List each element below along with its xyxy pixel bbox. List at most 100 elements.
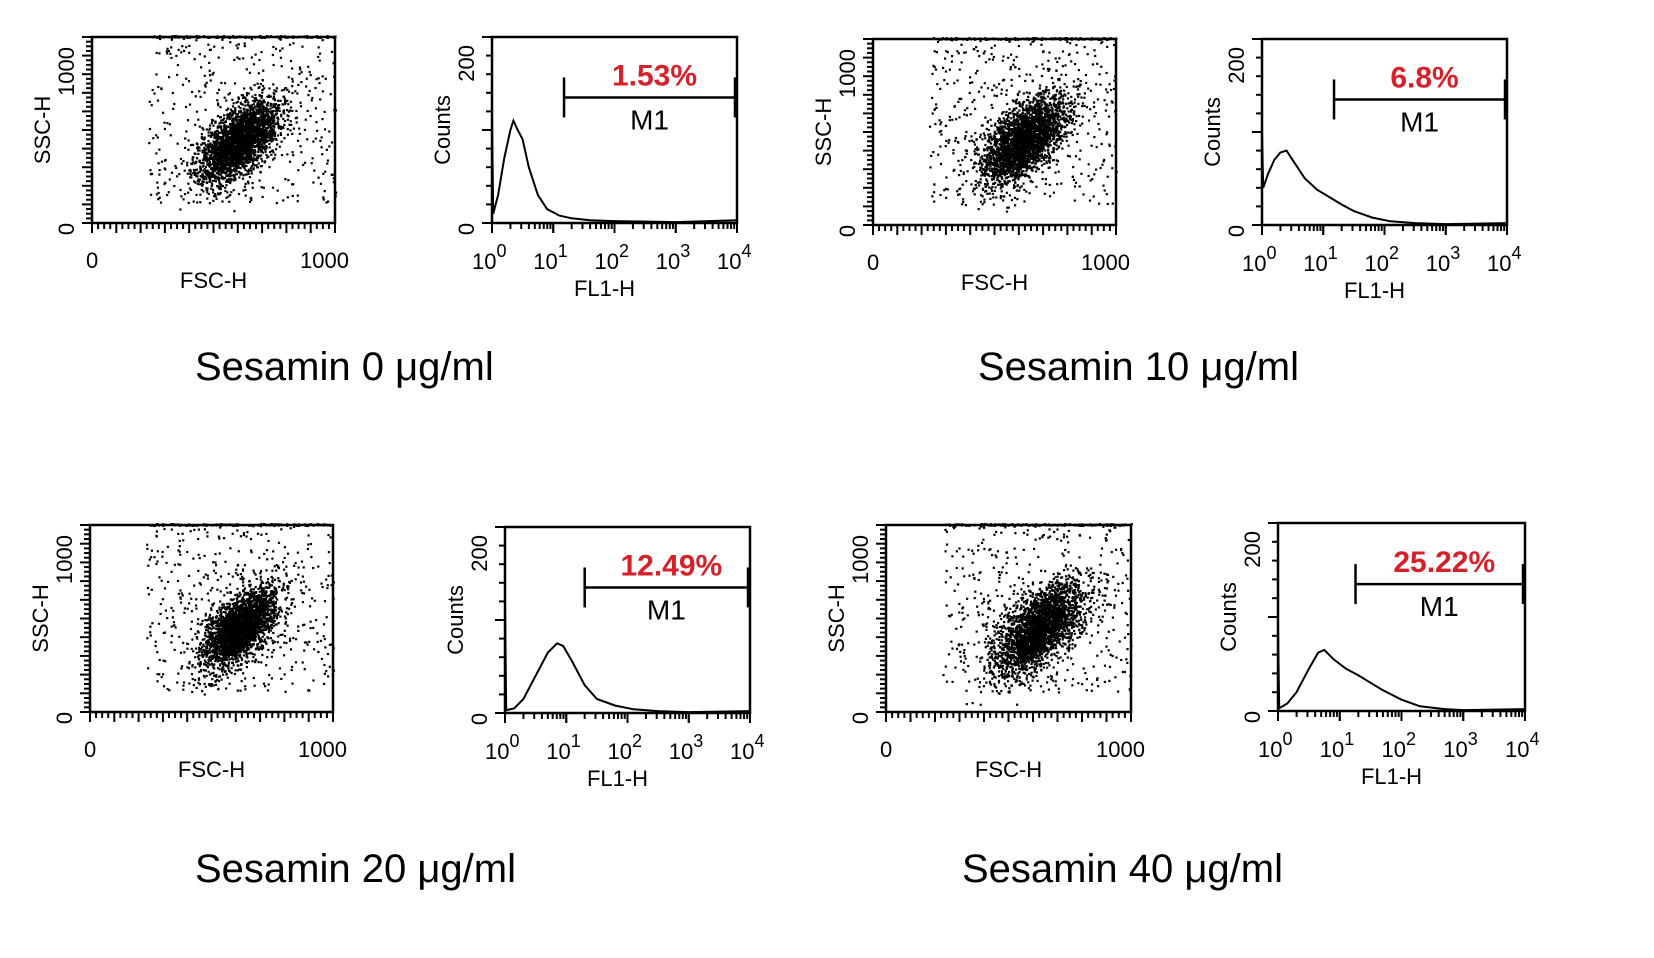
scatter-point bbox=[213, 154, 216, 157]
scatter-point bbox=[266, 113, 269, 116]
scatter-point bbox=[323, 110, 326, 113]
scatter-point bbox=[286, 196, 289, 199]
scatter-point bbox=[1055, 103, 1058, 106]
scatter-point bbox=[188, 51, 191, 54]
scatter-point bbox=[1021, 166, 1024, 169]
scatter-point bbox=[1014, 171, 1017, 174]
scatter-point bbox=[229, 122, 232, 126]
scatter-point bbox=[174, 164, 177, 168]
scatter-point bbox=[200, 188, 203, 191]
scatter-point bbox=[239, 142, 242, 146]
scatter-point bbox=[312, 181, 315, 184]
scatter-point bbox=[200, 176, 204, 179]
scatter-point bbox=[1019, 166, 1022, 169]
scatter-point bbox=[226, 140, 229, 143]
scatter-point bbox=[226, 135, 229, 138]
scatter-point bbox=[211, 169, 214, 172]
scatter-point bbox=[1031, 131, 1034, 134]
scatter-point bbox=[199, 167, 202, 170]
scatter-point bbox=[194, 123, 197, 126]
scatter-point bbox=[223, 129, 226, 132]
scatter-point bbox=[260, 96, 263, 99]
scatter-point bbox=[979, 156, 982, 159]
scatter-point bbox=[249, 196, 252, 200]
scatter-point bbox=[219, 162, 222, 165]
scatter-point bbox=[156, 181, 159, 184]
scatter-point bbox=[276, 189, 279, 192]
scatter-point bbox=[274, 153, 277, 156]
scatter-point bbox=[258, 58, 261, 62]
scatter-point bbox=[207, 143, 210, 146]
scatter-point bbox=[245, 68, 248, 71]
scatter-point bbox=[217, 147, 220, 150]
scatter-point bbox=[284, 87, 287, 90]
scatter-point bbox=[311, 157, 314, 160]
scatter-point bbox=[239, 159, 242, 162]
scatter-point bbox=[169, 134, 172, 137]
scatter-point bbox=[244, 119, 247, 122]
scatter-point bbox=[230, 191, 233, 194]
scatter-point bbox=[262, 141, 265, 144]
scatter-point bbox=[237, 166, 240, 169]
scatter-point bbox=[986, 192, 989, 195]
scatter-point bbox=[217, 185, 220, 188]
scatter-point bbox=[239, 161, 242, 164]
scatter-point bbox=[256, 129, 259, 133]
scatter-point bbox=[223, 154, 226, 157]
scatter-point bbox=[215, 197, 218, 200]
scatter-point bbox=[265, 136, 268, 139]
scatter-point bbox=[268, 118, 271, 121]
scatter-point bbox=[263, 123, 266, 126]
scatter-point bbox=[994, 142, 997, 145]
scatter-point bbox=[235, 113, 238, 116]
scatter-point bbox=[269, 111, 273, 115]
scatter-point bbox=[171, 91, 174, 95]
scatter-point bbox=[299, 105, 303, 108]
scatter-point bbox=[298, 72, 301, 75]
scatter-point bbox=[184, 137, 187, 140]
scatter-point bbox=[263, 135, 266, 138]
scatter-point bbox=[274, 99, 277, 102]
scatter-point bbox=[208, 74, 212, 77]
scatter-point bbox=[234, 178, 237, 181]
scatter-point bbox=[194, 95, 197, 98]
scatter-point bbox=[188, 187, 191, 190]
scatter-point bbox=[272, 121, 275, 124]
scatter-point bbox=[198, 159, 201, 162]
scatter-point bbox=[197, 178, 200, 181]
scatter-point bbox=[263, 107, 266, 110]
scatter-point bbox=[290, 123, 293, 126]
scatter-point bbox=[325, 148, 328, 151]
scatter-point bbox=[262, 125, 266, 128]
scatter-point bbox=[265, 129, 268, 132]
scatter-point bbox=[1041, 171, 1044, 174]
scatter-point bbox=[277, 123, 280, 126]
scatter-point bbox=[220, 131, 223, 134]
scatter-point bbox=[972, 140, 976, 144]
scatter-point bbox=[1031, 109, 1034, 112]
scatter-point bbox=[230, 174, 233, 177]
scatter-point bbox=[203, 149, 206, 152]
scatter-point bbox=[1002, 117, 1005, 120]
scatter-point bbox=[182, 198, 185, 201]
scatter-point bbox=[224, 140, 227, 143]
scatter-point bbox=[321, 153, 324, 156]
scatter-point bbox=[228, 118, 231, 121]
scatter-point bbox=[220, 127, 223, 130]
scatter-point bbox=[167, 49, 171, 53]
scatter-point bbox=[237, 138, 240, 141]
scatter-point bbox=[1044, 149, 1047, 152]
scatter-point bbox=[222, 171, 225, 174]
scatter-point bbox=[255, 99, 259, 102]
scatter-point bbox=[160, 88, 163, 91]
scatter-point bbox=[992, 167, 995, 170]
scatter-point bbox=[1083, 104, 1086, 107]
scatter-point bbox=[214, 131, 217, 134]
scatter-point bbox=[238, 176, 241, 179]
scatter-point bbox=[232, 120, 235, 123]
scatter-point bbox=[210, 134, 213, 137]
scatter-point bbox=[262, 186, 265, 189]
scatter-point bbox=[269, 124, 272, 127]
scatter-point bbox=[1000, 190, 1003, 193]
scatter-point bbox=[1040, 160, 1043, 163]
